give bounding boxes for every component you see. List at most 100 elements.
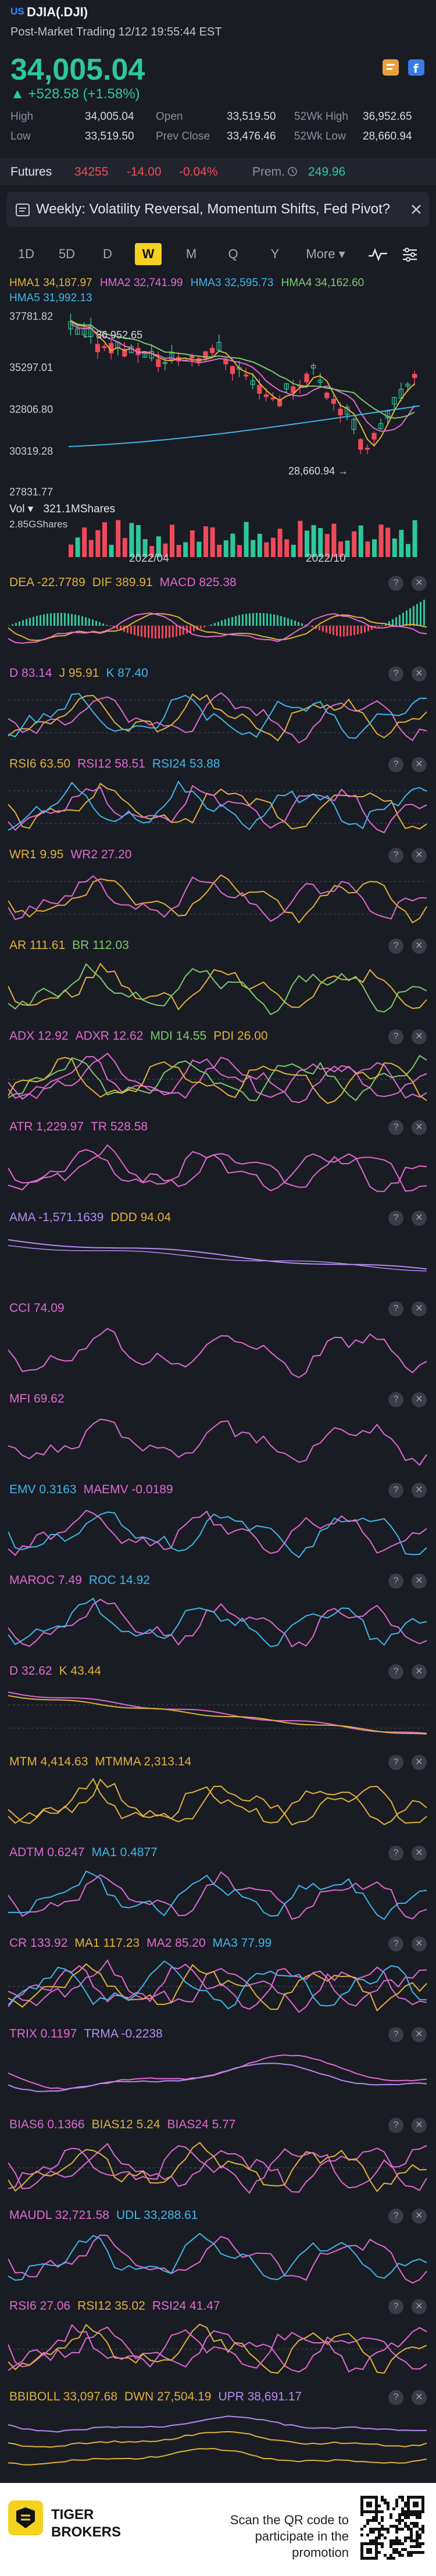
close-icon[interactable]: ✕: [412, 939, 427, 954]
info-icon[interactable]: ?: [388, 1755, 403, 1770]
close-icon[interactable]: ✕: [412, 666, 427, 682]
tab-1d[interactable]: 1D: [17, 247, 35, 261]
close-icon[interactable]: ✕: [412, 1301, 427, 1316]
info-icon[interactable]: ?: [388, 1211, 403, 1226]
close-icon[interactable]: ✕: [412, 757, 427, 772]
info-icon[interactable]: ?: [388, 848, 403, 863]
watchlist-icon[interactable]: [381, 58, 400, 77]
close-icon[interactable]: ✕: [412, 1846, 427, 1861]
indicator-panel[interactable]: MFI 69.62? ✕: [0, 1392, 436, 1479]
indicator-panel[interactable]: ADX 12.92 ADXR 12.62 MDI 14.55 PDI 26.00? ✕: [0, 1029, 436, 1116]
info-icon[interactable]: ?: [388, 939, 403, 954]
close-icon[interactable]: ✕: [412, 1483, 427, 1498]
indicator-controls: ? ✕: [380, 848, 427, 863]
indicator-panel[interactable]: TRIX 0.1197 TRMA -0.2238? ✕: [0, 2027, 436, 2114]
macd-bar: [165, 626, 167, 638]
indicator-panel[interactable]: D 83.14 J 95.91 K 87.40? ✕: [0, 666, 436, 754]
indicator-panel[interactable]: EMV 0.3163 MAEMV -0.0189? ✕: [0, 1483, 436, 1570]
close-icon[interactable]: ✕: [412, 576, 427, 591]
info-icon[interactable]: ?: [388, 666, 403, 682]
indicator-panel[interactable]: CCI 74.09? ✕: [0, 1301, 436, 1389]
info-icon[interactable]: ?: [388, 1483, 403, 1498]
info-icon[interactable]: ?: [388, 576, 403, 591]
volume-bar: [237, 545, 242, 557]
indicator-panel[interactable]: MAROC 7.49 ROC 14.92? ✕: [0, 1574, 436, 1661]
promo-text: Scan the QR code to participate in the p…: [230, 2513, 349, 2560]
indicator-panel[interactable]: BIAS6 0.1366 BIAS12 5.24 BIAS24 5.77? ✕: [0, 2118, 436, 2205]
close-icon[interactable]: ✕: [412, 1211, 427, 1226]
close-icon[interactable]: ✕: [412, 1029, 427, 1044]
info-icon[interactable]: ?: [388, 1846, 403, 1861]
tab-m[interactable]: M: [185, 247, 197, 261]
close-icon[interactable]: ✕: [412, 2118, 427, 2133]
svg-text:f: f: [413, 62, 419, 76]
info-icon[interactable]: ?: [388, 2208, 403, 2224]
indicator-plot: [8, 1692, 428, 1735]
tab-y[interactable]: Y: [270, 247, 280, 261]
indicator-panel[interactable]: WR1 9.95 WR2 27.20? ✕: [0, 848, 436, 935]
indicator-panel[interactable]: DEA -22.7789 DIF 389.91 MACD 825.38? ✕: [0, 576, 436, 663]
indicator-value: BBIBOLL 33,097.68: [9, 2390, 118, 2403]
info-icon[interactable]: ?: [388, 1664, 403, 1679]
close-icon[interactable]: ✕: [412, 1755, 427, 1770]
indicator-line: [8, 2142, 427, 2193]
price-chart[interactable]: HMA1 34,187.97 HMA2 32,741.99 HMA3 32,59…: [0, 277, 436, 568]
indicator-panel[interactable]: MAUDL 32,721.58 UDL 33,288.61? ✕: [0, 2208, 436, 2296]
indicator-panel[interactable]: D 32.62 K 43.44? ✕: [0, 1664, 436, 1751]
facebook-icon[interactable]: f: [407, 58, 426, 77]
close-icon[interactable]: ✕: [412, 2027, 427, 2042]
info-icon[interactable]: ?: [388, 2027, 403, 2042]
info-icon[interactable]: ?: [388, 1301, 403, 1316]
tab-5d[interactable]: 5D: [58, 247, 76, 261]
futures-bar[interactable]: Futures 34255 -14.00 -0.04% Prem. 249.96: [0, 158, 436, 185]
info-icon[interactable]: ?: [388, 1936, 403, 1951]
close-icon[interactable]: [410, 204, 422, 215]
tab-more[interactable]: More ▾: [306, 247, 345, 261]
close-icon[interactable]: ✕: [412, 1574, 427, 1589]
tab-d[interactable]: D: [103, 247, 112, 261]
candle-body: [338, 408, 343, 416]
close-icon[interactable]: ✕: [412, 1120, 427, 1135]
volume-label[interactable]: Vol ▾: [9, 503, 34, 515]
info-icon[interactable]: ?: [388, 2390, 403, 2405]
indicator-panel[interactable]: AMA -1,571.1639 DDD 94.04? ✕: [0, 1211, 436, 1298]
open-value: 33,519.50: [227, 110, 276, 123]
volume-legend[interactable]: Vol ▾ 321.1MShares: [9, 502, 115, 516]
indicator-panel[interactable]: RSI6 27.06 RSI12 35.02 RSI24 41.47? ✕: [0, 2299, 436, 2386]
close-icon[interactable]: ✕: [412, 1664, 427, 1679]
indicator-line: [8, 1960, 427, 2010]
indicator-panel[interactable]: RSI6 63.50 RSI12 58.51 RSI24 53.88? ✕: [0, 757, 436, 844]
indicator-controls: ? ✕: [380, 2208, 427, 2224]
close-icon[interactable]: ✕: [412, 848, 427, 863]
close-icon[interactable]: ✕: [412, 1936, 427, 1951]
close-icon[interactable]: ✕: [412, 1392, 427, 1407]
tab-q[interactable]: Q: [228, 247, 238, 261]
candle-body: [324, 393, 330, 398]
indicator-panel[interactable]: AR 111.61 BR 112.03? ✕: [0, 939, 436, 1026]
indicator-value: MACD 825.38: [159, 576, 237, 589]
close-icon[interactable]: ✕: [412, 2390, 427, 2405]
info-icon[interactable]: ?: [388, 757, 403, 772]
news-banner[interactable]: Weekly: Volatility Reversal, Momentum Sh…: [7, 192, 429, 227]
close-icon[interactable]: ✕: [412, 2208, 427, 2224]
info-icon[interactable]: ?: [388, 1392, 403, 1407]
macd-bar: [26, 619, 27, 626]
info-icon[interactable]: ?: [388, 2299, 403, 2314]
info-icon[interactable]: ?: [388, 1029, 403, 1044]
tab-w[interactable]: W: [135, 243, 162, 265]
indicator-panel[interactable]: CR 133.92 MA1 117.23 MA2 85.20 MA3 77.99? ✕: [0, 1936, 436, 2024]
indicator-panel[interactable]: ATR 1,229.97 TR 528.58? ✕: [0, 1120, 436, 1207]
promo-footer[interactable]: TIGER BROKERS Scan the QR code to partic…: [0, 2483, 436, 2576]
info-icon[interactable]: ?: [388, 1574, 403, 1589]
indicator-panel[interactable]: BBIBOLL 33,097.68 DWN 27,504.19 UPR 38,691…: [0, 2390, 436, 2477]
volume-bar: [196, 541, 202, 557]
info-icon[interactable]: ?: [388, 2118, 403, 2133]
qr-code-icon[interactable]: [360, 2496, 424, 2560]
close-icon[interactable]: ✕: [412, 2299, 427, 2314]
info-icon[interactable]: ?: [388, 1120, 403, 1135]
indicator-value: RSI6 63.50: [9, 757, 71, 770]
indicator-panel[interactable]: ADTM 0.6247 MA1 0.4877? ✕: [0, 1846, 436, 1933]
indicator-wave-icon[interactable]: [367, 248, 388, 262]
indicator-panel[interactable]: MTM 4,414.63 MTMMA 2,313.14? ✕: [0, 1755, 436, 1842]
settings-icon[interactable]: [401, 247, 419, 263]
